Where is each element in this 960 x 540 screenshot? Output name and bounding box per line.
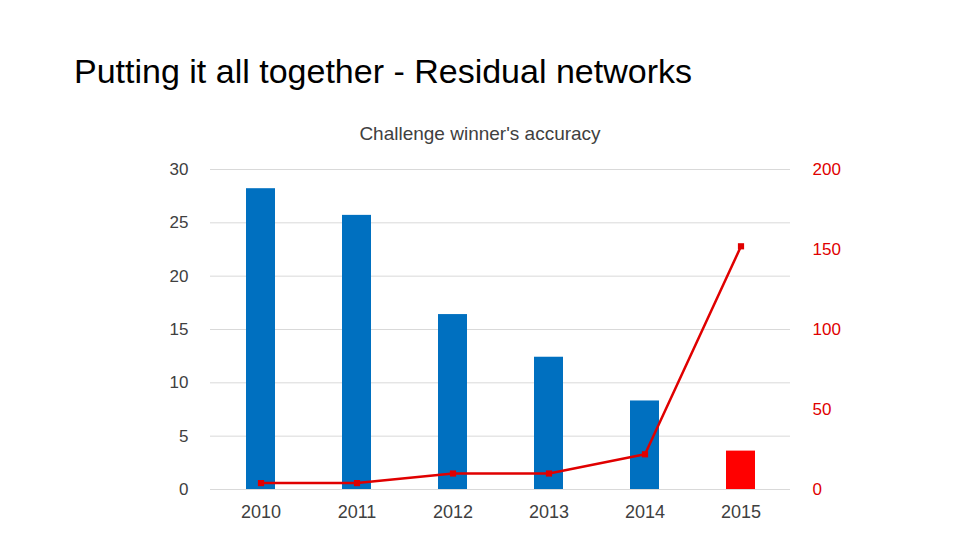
svg-text:20: 20 [170,267,189,286]
html-text:Challenge winner's accuracy: Challenge winner's accuracy [359,123,601,144]
svg-text:50: 50 [813,400,832,419]
svg-text:2011: 2011 [338,502,377,522]
svg-text:30: 30 [170,160,189,179]
svg-text:200: 200 [813,160,841,179]
svg-text:0: 0 [179,480,188,499]
svg-text:100: 100 [813,320,841,339]
svg-text:0: 0 [813,480,822,499]
svg-text:2014: 2014 [625,502,665,522]
svg-text:5: 5 [179,427,188,446]
svg-text:150: 150 [813,240,841,259]
svg-text:15: 15 [170,320,189,339]
svg-text:2010: 2010 [241,502,281,522]
svg-text:25: 25 [170,213,189,232]
svg-text:2013: 2013 [529,502,569,522]
svg-text:2015: 2015 [721,502,761,522]
svg-text:2012: 2012 [433,502,473,522]
html-text:Putting it all together - Resi: Putting it all together - Residual netwo… [74,52,692,90]
svg-text:10: 10 [170,373,189,392]
